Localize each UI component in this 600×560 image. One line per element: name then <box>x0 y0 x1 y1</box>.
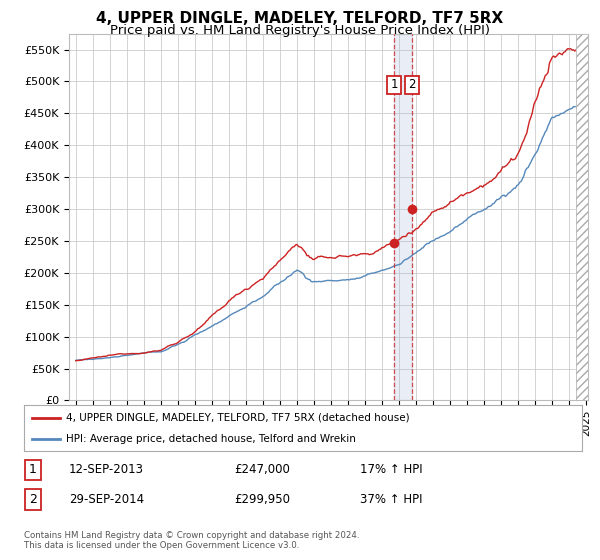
Text: 2: 2 <box>29 493 37 506</box>
Text: £299,950: £299,950 <box>234 493 290 506</box>
Text: 37% ↑ HPI: 37% ↑ HPI <box>360 493 422 506</box>
Text: 12-SEP-2013: 12-SEP-2013 <box>69 463 144 477</box>
Bar <box>394 34 412 400</box>
Text: 4, UPPER DINGLE, MADELEY, TELFORD, TF7 5RX: 4, UPPER DINGLE, MADELEY, TELFORD, TF7 5… <box>97 11 503 26</box>
Text: Contains HM Land Registry data © Crown copyright and database right 2024.
This d: Contains HM Land Registry data © Crown c… <box>24 530 359 550</box>
Text: 2: 2 <box>408 78 416 91</box>
Text: 4, UPPER DINGLE, MADELEY, TELFORD, TF7 5RX (detached house): 4, UPPER DINGLE, MADELEY, TELFORD, TF7 5… <box>66 413 409 423</box>
Text: 1: 1 <box>390 78 398 91</box>
Bar <box>577 34 588 400</box>
Text: 29-SEP-2014: 29-SEP-2014 <box>69 493 144 506</box>
Bar <box>577 34 588 400</box>
Text: £247,000: £247,000 <box>234 463 290 477</box>
Text: HPI: Average price, detached house, Telford and Wrekin: HPI: Average price, detached house, Telf… <box>66 434 356 444</box>
Text: Price paid vs. HM Land Registry's House Price Index (HPI): Price paid vs. HM Land Registry's House … <box>110 24 490 36</box>
Text: 1: 1 <box>29 463 37 477</box>
Text: 17% ↑ HPI: 17% ↑ HPI <box>360 463 422 477</box>
